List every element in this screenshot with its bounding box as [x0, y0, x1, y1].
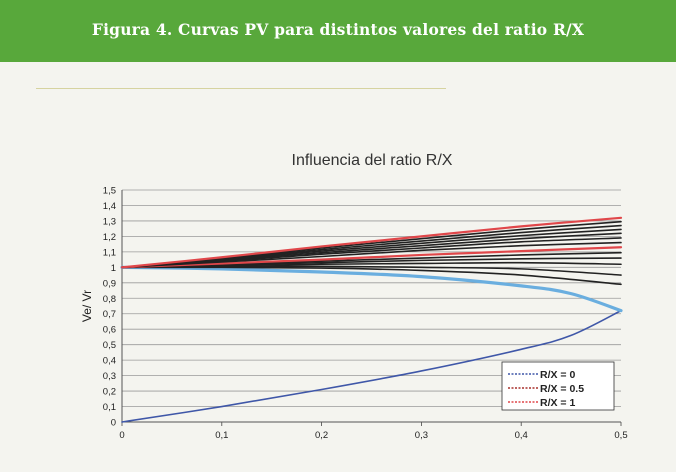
x-tick-label: 0,2 — [315, 430, 328, 441]
series-line-1 — [120, 265, 623, 313]
y-tick-label: 0,1 — [103, 402, 116, 413]
y-tick-label: 0,7 — [103, 309, 116, 320]
x-tick-label: 0 — [119, 430, 124, 441]
x-tick-label: 0,4 — [515, 430, 528, 441]
series-line-14 — [120, 216, 623, 269]
y-tick-label: 0,6 — [103, 325, 116, 336]
series-line-0 — [121, 309, 622, 423]
series-lines — [120, 216, 623, 423]
y-tick-label: 0,3 — [103, 371, 116, 382]
header-banner: Figura 4. Curvas PV para distintos valor… — [0, 0, 676, 62]
y-tick-label: 0 — [111, 418, 116, 429]
x-tick-label: 0,3 — [415, 430, 428, 441]
y-tick-label: 1 — [111, 263, 116, 274]
y-tick-label: 1,5 — [103, 186, 116, 197]
y-tick-label: 1,2 — [103, 232, 116, 243]
legend-label: R/X = 0.5 — [540, 383, 584, 395]
y-tick-label: 0,9 — [103, 278, 116, 289]
figure-title: Figura 4. Curvas PV para distintos valor… — [91, 20, 585, 39]
series-line-7 — [120, 246, 623, 269]
legend-box — [501, 361, 615, 411]
y-tick-label: 0,2 — [103, 387, 116, 398]
y-tick-label: 0,8 — [103, 294, 116, 305]
legend: R/X = 0 R/X = 0.5 R/X = 1 — [501, 361, 615, 411]
y-axis-label: Ve/ Vr — [80, 290, 94, 322]
y-tick-label: 1,1 — [103, 247, 116, 258]
y-tick-label: 0,4 — [103, 356, 116, 367]
x-tick-label: 0,1 — [215, 430, 228, 441]
y-tick-label: 1,3 — [103, 216, 116, 227]
y-tick-label: 0,5 — [103, 340, 116, 351]
x-tick-label: 0,5 — [614, 430, 627, 441]
chart-title: Influencia del ratio R/X — [292, 152, 453, 169]
axes: 0 0,1 0,2 0,3 0,4 0,5 0,6 0,7 0,8 0,9 1 1,1 1,2 1,3 1,… — [103, 186, 628, 442]
legend-label: R/X = 0 — [540, 369, 575, 381]
legend-label: R/X = 1 — [540, 397, 575, 409]
divider-rule — [36, 88, 446, 89]
y-tick-label: 1,4 — [103, 201, 116, 212]
